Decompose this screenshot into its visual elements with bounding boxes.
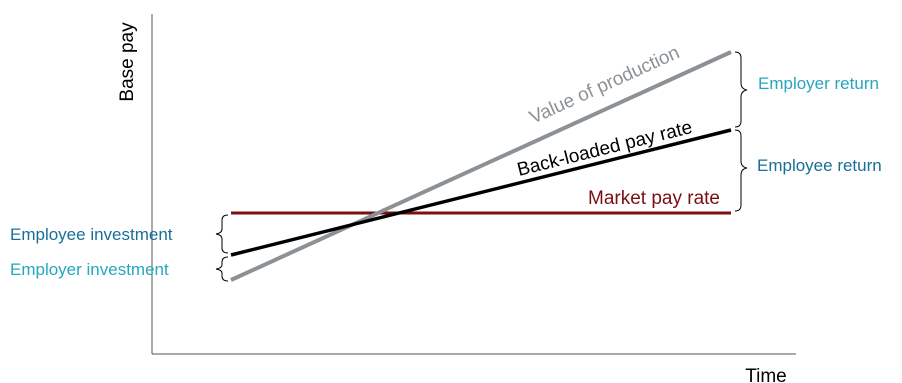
production-line (230, 50, 732, 282)
backloaded-pay-label: Back-loaded pay rate (515, 117, 694, 181)
y-axis-label: Base pay (117, 22, 138, 102)
backloaded-pay-line (230, 128, 732, 257)
employee-investment-brace (215, 214, 229, 254)
market-pay-label: Market pay rate (588, 188, 720, 209)
employer-return-brace (734, 51, 748, 128)
employer-investment-label: Employer investment (10, 260, 169, 279)
employee-return-label: Employee return (757, 156, 882, 175)
employer-investment-brace (215, 256, 229, 282)
employee-return-brace (734, 129, 748, 212)
x-axis-label: Time (745, 366, 787, 383)
employee-investment-label: Employee investment (10, 225, 173, 244)
employer-return-label: Employer return (758, 74, 879, 93)
